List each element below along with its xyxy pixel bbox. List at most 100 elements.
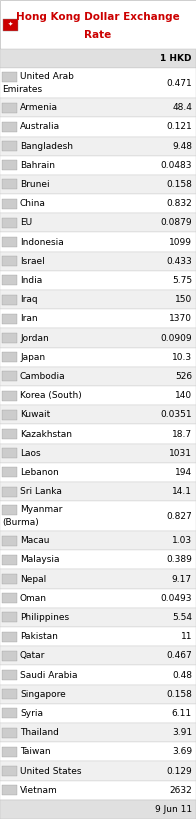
Text: Cambodia: Cambodia	[20, 372, 66, 381]
Text: 1370: 1370	[169, 314, 192, 324]
Text: Vietnam: Vietnam	[20, 785, 58, 794]
Text: 0.0493: 0.0493	[161, 594, 192, 603]
Text: India: India	[20, 276, 42, 285]
Text: Philippines: Philippines	[20, 613, 69, 622]
Text: 0.158: 0.158	[166, 180, 192, 189]
Text: 1031: 1031	[169, 449, 192, 458]
Bar	[2, 747, 17, 757]
Text: Syria: Syria	[20, 709, 43, 718]
Text: Israel: Israel	[20, 257, 45, 266]
Bar	[2, 372, 17, 382]
Bar	[2, 468, 17, 477]
Text: Australia: Australia	[20, 122, 60, 131]
Bar	[0, 251, 196, 271]
Bar	[2, 352, 17, 362]
Text: 3.91: 3.91	[172, 728, 192, 737]
Bar	[2, 141, 17, 151]
Bar	[2, 218, 17, 228]
Bar	[2, 410, 17, 420]
Bar	[0, 271, 196, 290]
Bar	[0, 569, 196, 589]
Text: Iran: Iran	[20, 314, 38, 324]
Bar	[0, 781, 196, 800]
Bar	[2, 161, 17, 170]
Bar	[2, 631, 17, 641]
Bar	[0, 531, 196, 550]
Bar	[2, 333, 17, 343]
Text: 0.471: 0.471	[166, 79, 192, 88]
Text: 0.467: 0.467	[166, 651, 192, 660]
Bar	[0, 723, 196, 742]
Bar	[2, 593, 17, 604]
Text: 10.3: 10.3	[172, 353, 192, 362]
Text: Hong Kong Dollar Exchange: Hong Kong Dollar Exchange	[16, 12, 180, 22]
Bar	[0, 589, 196, 608]
Bar	[2, 785, 17, 795]
Bar	[0, 347, 196, 367]
Bar	[0, 386, 196, 405]
Bar	[0, 68, 196, 98]
Text: Macau: Macau	[20, 536, 50, 545]
Text: 11: 11	[181, 632, 192, 641]
Bar	[2, 505, 17, 514]
Text: China: China	[20, 199, 46, 208]
Bar	[2, 275, 17, 286]
Text: Singapore: Singapore	[20, 690, 66, 699]
Text: Sri Lanka: Sri Lanka	[20, 487, 62, 496]
Bar	[0, 117, 196, 137]
Text: 0.129: 0.129	[166, 767, 192, 776]
Text: 3.69: 3.69	[172, 747, 192, 756]
Bar	[0, 98, 196, 117]
Text: 9 Jun 11: 9 Jun 11	[155, 805, 192, 814]
Text: 0.48: 0.48	[172, 671, 192, 680]
Text: Qatar: Qatar	[20, 651, 45, 660]
Bar	[0, 627, 196, 646]
Text: Lebanon: Lebanon	[20, 468, 59, 477]
Bar	[0, 704, 196, 723]
Bar	[2, 486, 17, 496]
Bar	[2, 554, 17, 565]
Bar	[0, 175, 196, 194]
Bar	[0, 49, 196, 68]
Text: 1099: 1099	[169, 238, 192, 247]
Bar	[2, 429, 17, 439]
Bar	[2, 727, 17, 738]
Text: Kuwait: Kuwait	[20, 410, 50, 419]
Bar	[2, 448, 17, 458]
Bar	[2, 295, 17, 305]
Text: Malaysia: Malaysia	[20, 555, 60, 564]
Bar	[0, 405, 196, 424]
Bar	[2, 670, 17, 680]
Text: Oman: Oman	[20, 594, 47, 603]
Text: 9.48: 9.48	[172, 142, 192, 151]
Text: 150: 150	[175, 295, 192, 304]
Text: 9.17: 9.17	[172, 575, 192, 584]
Bar	[2, 179, 17, 189]
Text: (Burma): (Burma)	[2, 518, 39, 527]
Text: Indonesia: Indonesia	[20, 238, 64, 247]
Text: 14.1: 14.1	[172, 487, 192, 496]
Text: Emirates: Emirates	[2, 85, 42, 94]
Text: 0.158: 0.158	[166, 690, 192, 699]
Text: 0.389: 0.389	[166, 555, 192, 564]
Bar	[2, 708, 17, 718]
Bar	[2, 122, 17, 132]
Text: Brunei: Brunei	[20, 180, 50, 189]
Text: EU: EU	[20, 219, 32, 228]
Bar	[2, 102, 17, 113]
Bar	[0, 194, 196, 213]
Text: Bahrain: Bahrain	[20, 161, 55, 170]
Text: Thailand: Thailand	[20, 728, 59, 737]
Bar	[2, 391, 17, 400]
Bar	[2, 536, 17, 545]
Bar	[0, 608, 196, 627]
Text: Saudi Arabia: Saudi Arabia	[20, 671, 77, 680]
Bar	[2, 690, 17, 699]
Text: 0.827: 0.827	[166, 512, 192, 521]
Text: Bangladesh: Bangladesh	[20, 142, 73, 151]
Bar	[2, 314, 17, 324]
Text: Japan: Japan	[20, 353, 45, 362]
Bar	[0, 800, 196, 819]
Text: 1 HKD: 1 HKD	[161, 54, 192, 63]
Text: Armenia: Armenia	[20, 103, 58, 112]
